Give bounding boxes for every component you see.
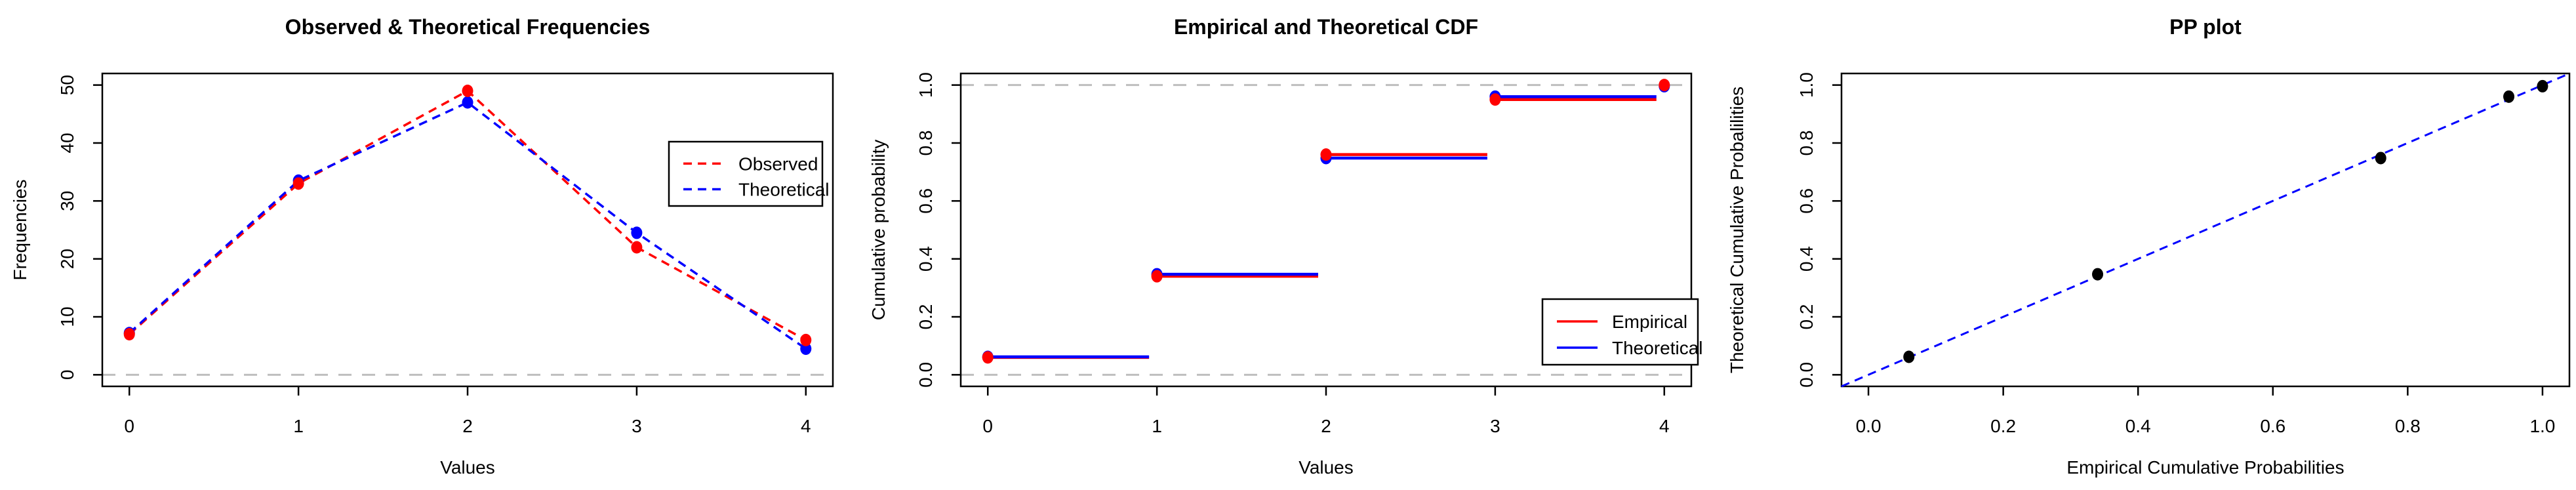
y-axis-tick-label: 0: [57, 370, 77, 380]
legend-entry-label: Empirical: [1612, 312, 1687, 332]
y-axis-tick-label: 10: [57, 306, 77, 327]
x-axis-label: Values: [1298, 457, 1354, 478]
theoretical-point: [462, 96, 473, 109]
y-axis-tick-label: 1.0: [1796, 72, 1817, 98]
x-axis-tick-label: 2: [1321, 416, 1331, 436]
pp-point: [2092, 268, 2104, 281]
y-axis-tick-label: 1.0: [916, 72, 936, 98]
pp-plot-panel: 0.0 0.2 0.4 0.6 0.8 1.0 0.0 0.2 0.4 0.6 0.8 1.0 PP p…: [1717, 0, 2575, 490]
pp-point: [1903, 350, 1915, 363]
theoretical-point: [800, 342, 812, 356]
y-axis-tick-label: 50: [57, 75, 77, 95]
y-axis-tick-label: 0.2: [1796, 304, 1817, 330]
y-axis-tick-label: 0.4: [916, 246, 936, 272]
legend-entry-label: Theoretical: [738, 180, 830, 200]
theoretical-series-line: [129, 101, 807, 350]
x-axis-tick-label: 1.0: [2529, 416, 2555, 436]
x-axis-tick-label: 4: [801, 416, 811, 436]
x-axis-tick-label: 0.4: [2125, 416, 2151, 436]
panel-background: [1717, 0, 2575, 490]
empirical-point: [1320, 148, 1332, 161]
x-axis-tick-label: 0.2: [1990, 416, 2016, 436]
empirical-point: [1489, 93, 1501, 106]
x-axis-tick-label: 3: [1490, 416, 1500, 436]
legend-box: [668, 140, 824, 207]
pp-point: [2537, 79, 2548, 92]
observed-point: [292, 177, 304, 190]
observed-point: [123, 328, 135, 341]
plot-title: Empirical and Theoretical CDF: [1174, 15, 1478, 39]
x-axis-tick-label: 2: [462, 416, 473, 436]
plot-box: [1840, 72, 2571, 388]
pp-point: [2503, 90, 2515, 103]
x-axis-label: Values: [440, 457, 495, 478]
plot-title: Observed & Theoretical Frequencies: [285, 15, 651, 39]
x-axis-tick-label: 0.0: [1856, 416, 1882, 436]
y-axis-label: Cumulative probability: [868, 140, 889, 320]
plot-title: PP plot: [2169, 15, 2242, 39]
legend-entry-label: Theoretical: [1612, 338, 1703, 358]
y-axis-tick-label: 0.8: [916, 131, 936, 156]
pp-point: [2375, 152, 2386, 165]
y-axis-tick-label: 0.0: [916, 362, 936, 388]
identity-line: [1841, 72, 2570, 388]
observed-point: [462, 84, 473, 97]
x-axis-tick-label: 3: [632, 416, 642, 436]
y-axis-tick-label: 0.6: [916, 188, 936, 214]
legend-box: [1541, 298, 1699, 366]
y-axis-tick-label: 0.4: [1796, 246, 1817, 272]
y-axis-tick-label: 0.6: [1796, 188, 1817, 214]
x-axis-tick-label: 1: [293, 416, 304, 436]
y-axis-label: Frequencies: [10, 179, 30, 280]
x-axis-tick-label: 1: [1152, 416, 1162, 436]
x-axis-tick-label: 0: [982, 416, 993, 436]
empirical-point: [982, 351, 994, 364]
theoretical-point: [631, 226, 643, 239]
y-axis-tick-label: 20: [57, 249, 77, 269]
observed-point: [800, 333, 812, 346]
y-axis-tick-label: 40: [57, 133, 77, 153]
panel-background: [0, 0, 858, 490]
y-axis-tick-label: 0.2: [916, 304, 936, 330]
cdf-plot-panel: 0 1 2 3 4 0.0 0.2 0.4 0.6 0.8 1.0 Empirical and The…: [858, 0, 1717, 490]
empirical-point: [1659, 79, 1670, 92]
x-axis-tick-label: 4: [1659, 416, 1670, 436]
x-axis-label: Empirical Cumulative Probabilities: [2066, 457, 2344, 478]
x-axis-tick-label: 0: [124, 416, 134, 436]
y-axis-tick-label: 30: [57, 191, 77, 211]
y-axis-tick-label: 0.0: [1796, 362, 1817, 388]
y-axis-tick-label: 0.8: [1796, 131, 1817, 156]
empirical-point: [1151, 270, 1163, 283]
legend-entry-label: Observed: [738, 153, 818, 174]
x-axis-tick-label: 0.8: [2395, 416, 2421, 436]
panel-background: [858, 0, 1717, 490]
observed-point: [631, 241, 643, 254]
y-axis-label: Theoretical Cumulative Probalilities: [1727, 87, 1747, 373]
x-axis-tick-label: 0.6: [2260, 416, 2285, 436]
